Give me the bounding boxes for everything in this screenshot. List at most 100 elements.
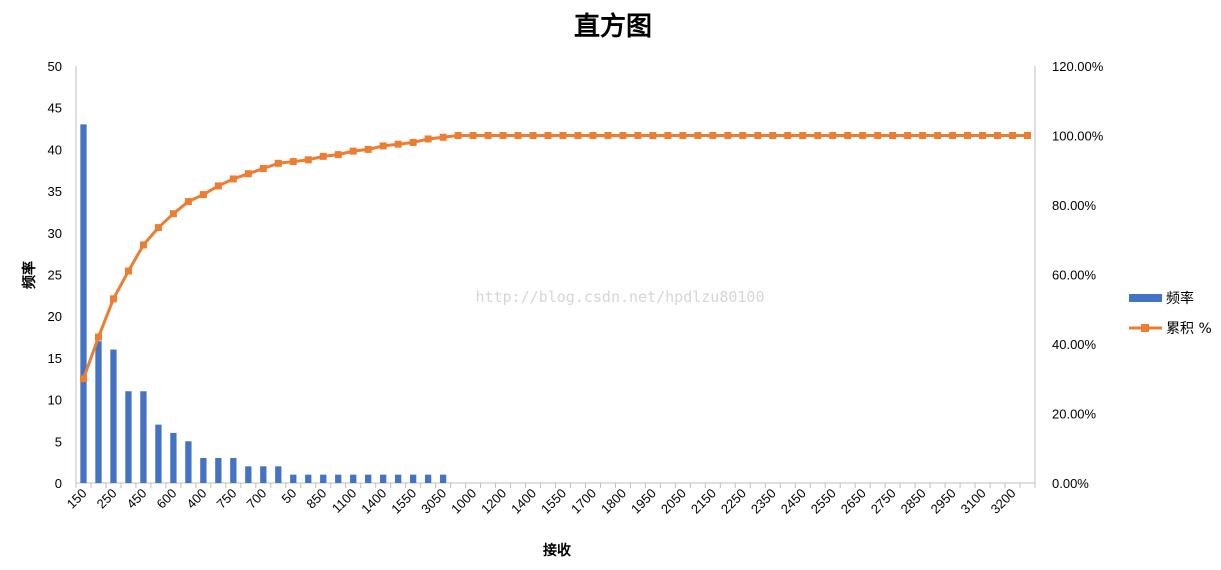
legend-line-label: 累积 % [1166,321,1212,337]
cumulative-marker [799,132,807,139]
histogram-bar [245,466,252,483]
cumulative-line-series [79,132,1032,383]
cumulative-marker [304,156,312,164]
cumulative-marker [634,132,642,139]
bar-series [80,124,447,483]
cumulative-marker [874,132,882,139]
cumulative-marker [694,132,702,139]
cumulative-marker [274,159,282,167]
cumulative-marker [664,132,672,139]
histogram-bar [110,349,117,483]
y2-tick-label: 0.00% [1052,476,1089,491]
y-tick-label: 30 [48,226,62,241]
cumulative-marker [139,241,147,249]
x-tick-label: 1700 [568,486,599,517]
cumulative-marker [394,140,402,148]
x-tick-label: 450 [124,486,150,512]
histogram-bar [395,474,402,483]
histogram-bar [125,391,132,483]
x-tick-label: 2750 [868,486,899,517]
cumulative-marker [184,198,192,206]
histogram-bar [290,474,297,483]
cumulative-marker [754,132,762,139]
cumulative-marker [499,132,507,139]
x-tick-label: 2350 [748,486,779,517]
cumulative-marker [514,132,522,139]
cumulative-marker [529,132,537,139]
cumulative-marker [844,132,852,139]
cumulative-marker [679,132,687,139]
cumulative-marker [214,182,222,190]
cumulative-marker [949,132,957,139]
cumulative-marker [109,295,117,303]
x-tick-label: 1550 [538,486,569,517]
cumulative-marker [994,132,1002,139]
cumulative-marker [859,132,867,139]
cumulative-marker [724,132,732,139]
cumulative-marker [619,132,627,139]
cumulative-marker [484,132,492,139]
legend-line-marker [1141,324,1149,332]
cumulative-marker [709,132,717,139]
histogram-bar [335,474,342,483]
y-tick-label: 10 [48,393,62,408]
x-tick-label: 750 [214,486,240,512]
cumulative-marker [94,333,102,341]
x-tick-label: 50 [279,486,300,507]
cumulative-marker [379,142,387,150]
y-tick-label: 0 [55,476,62,491]
cumulative-marker [979,132,987,139]
histogram-bar [155,424,162,483]
histogram-bar [365,474,372,483]
cumulative-marker [199,191,207,199]
histogram-bar [230,457,237,483]
cumulative-marker [544,132,552,139]
cumulative-marker [1024,132,1032,139]
x-tick-label: 700 [243,486,269,512]
histogram-bar [260,466,267,483]
cumulative-marker [1009,132,1017,139]
histogram-bar [170,432,177,483]
histogram-bar [320,474,327,483]
x-tick-label: 1200 [478,486,509,517]
y-axis-right: 0.00% 20.00% 40.00% 60.00% 80.00% 100.00% 120.… [1034,59,1104,491]
cumulative-marker [964,132,972,139]
x-tick-label: 1100 [329,486,359,516]
y-tick-label: 20 [48,309,62,324]
cumulative-marker [79,375,87,383]
x-tick-label: 2450 [778,486,809,517]
x-tick-label: 150 [64,486,90,512]
legend-bar-label: 频率 [1166,290,1194,307]
x-tick-label: 2150 [688,486,719,517]
cumulative-marker [649,132,657,139]
histogram-bar [140,391,147,483]
cumulative-marker [259,165,267,173]
histogram-bar [424,474,432,483]
histogram-bar [215,457,222,483]
x-tick-label: 3200 [988,486,1019,517]
cumulative-marker [424,135,432,143]
y-tick-label: 35 [48,184,62,199]
cumulative-marker [124,267,132,275]
cumulative-marker [289,158,297,166]
x-tick-label: 1400 [358,486,389,517]
histogram-bar [275,466,282,483]
y2-tick-label: 20.00% [1052,407,1097,422]
y-tick-label: 40 [48,142,62,157]
histogram-bar [410,474,417,483]
legend: 频率 累积 % [1129,290,1212,337]
histogram-bar [350,474,357,483]
histogram-bar [380,474,387,483]
cumulative-marker [244,170,252,178]
x-tick-label: 2650 [838,486,869,517]
cumulative-marker [319,152,327,160]
x-tick-label: 400 [184,486,210,512]
cumulative-marker [409,138,417,146]
cumulative-marker [334,151,342,159]
histogram-bar [80,124,87,483]
cumulative-marker [229,175,237,183]
x-axis: 150 250 450 600 400 750 700 50 850 11001400155030… [64,482,1036,517]
x-tick-label: 1400 [508,486,539,517]
cumulative-marker [574,132,582,139]
histogram-bar [200,457,207,483]
